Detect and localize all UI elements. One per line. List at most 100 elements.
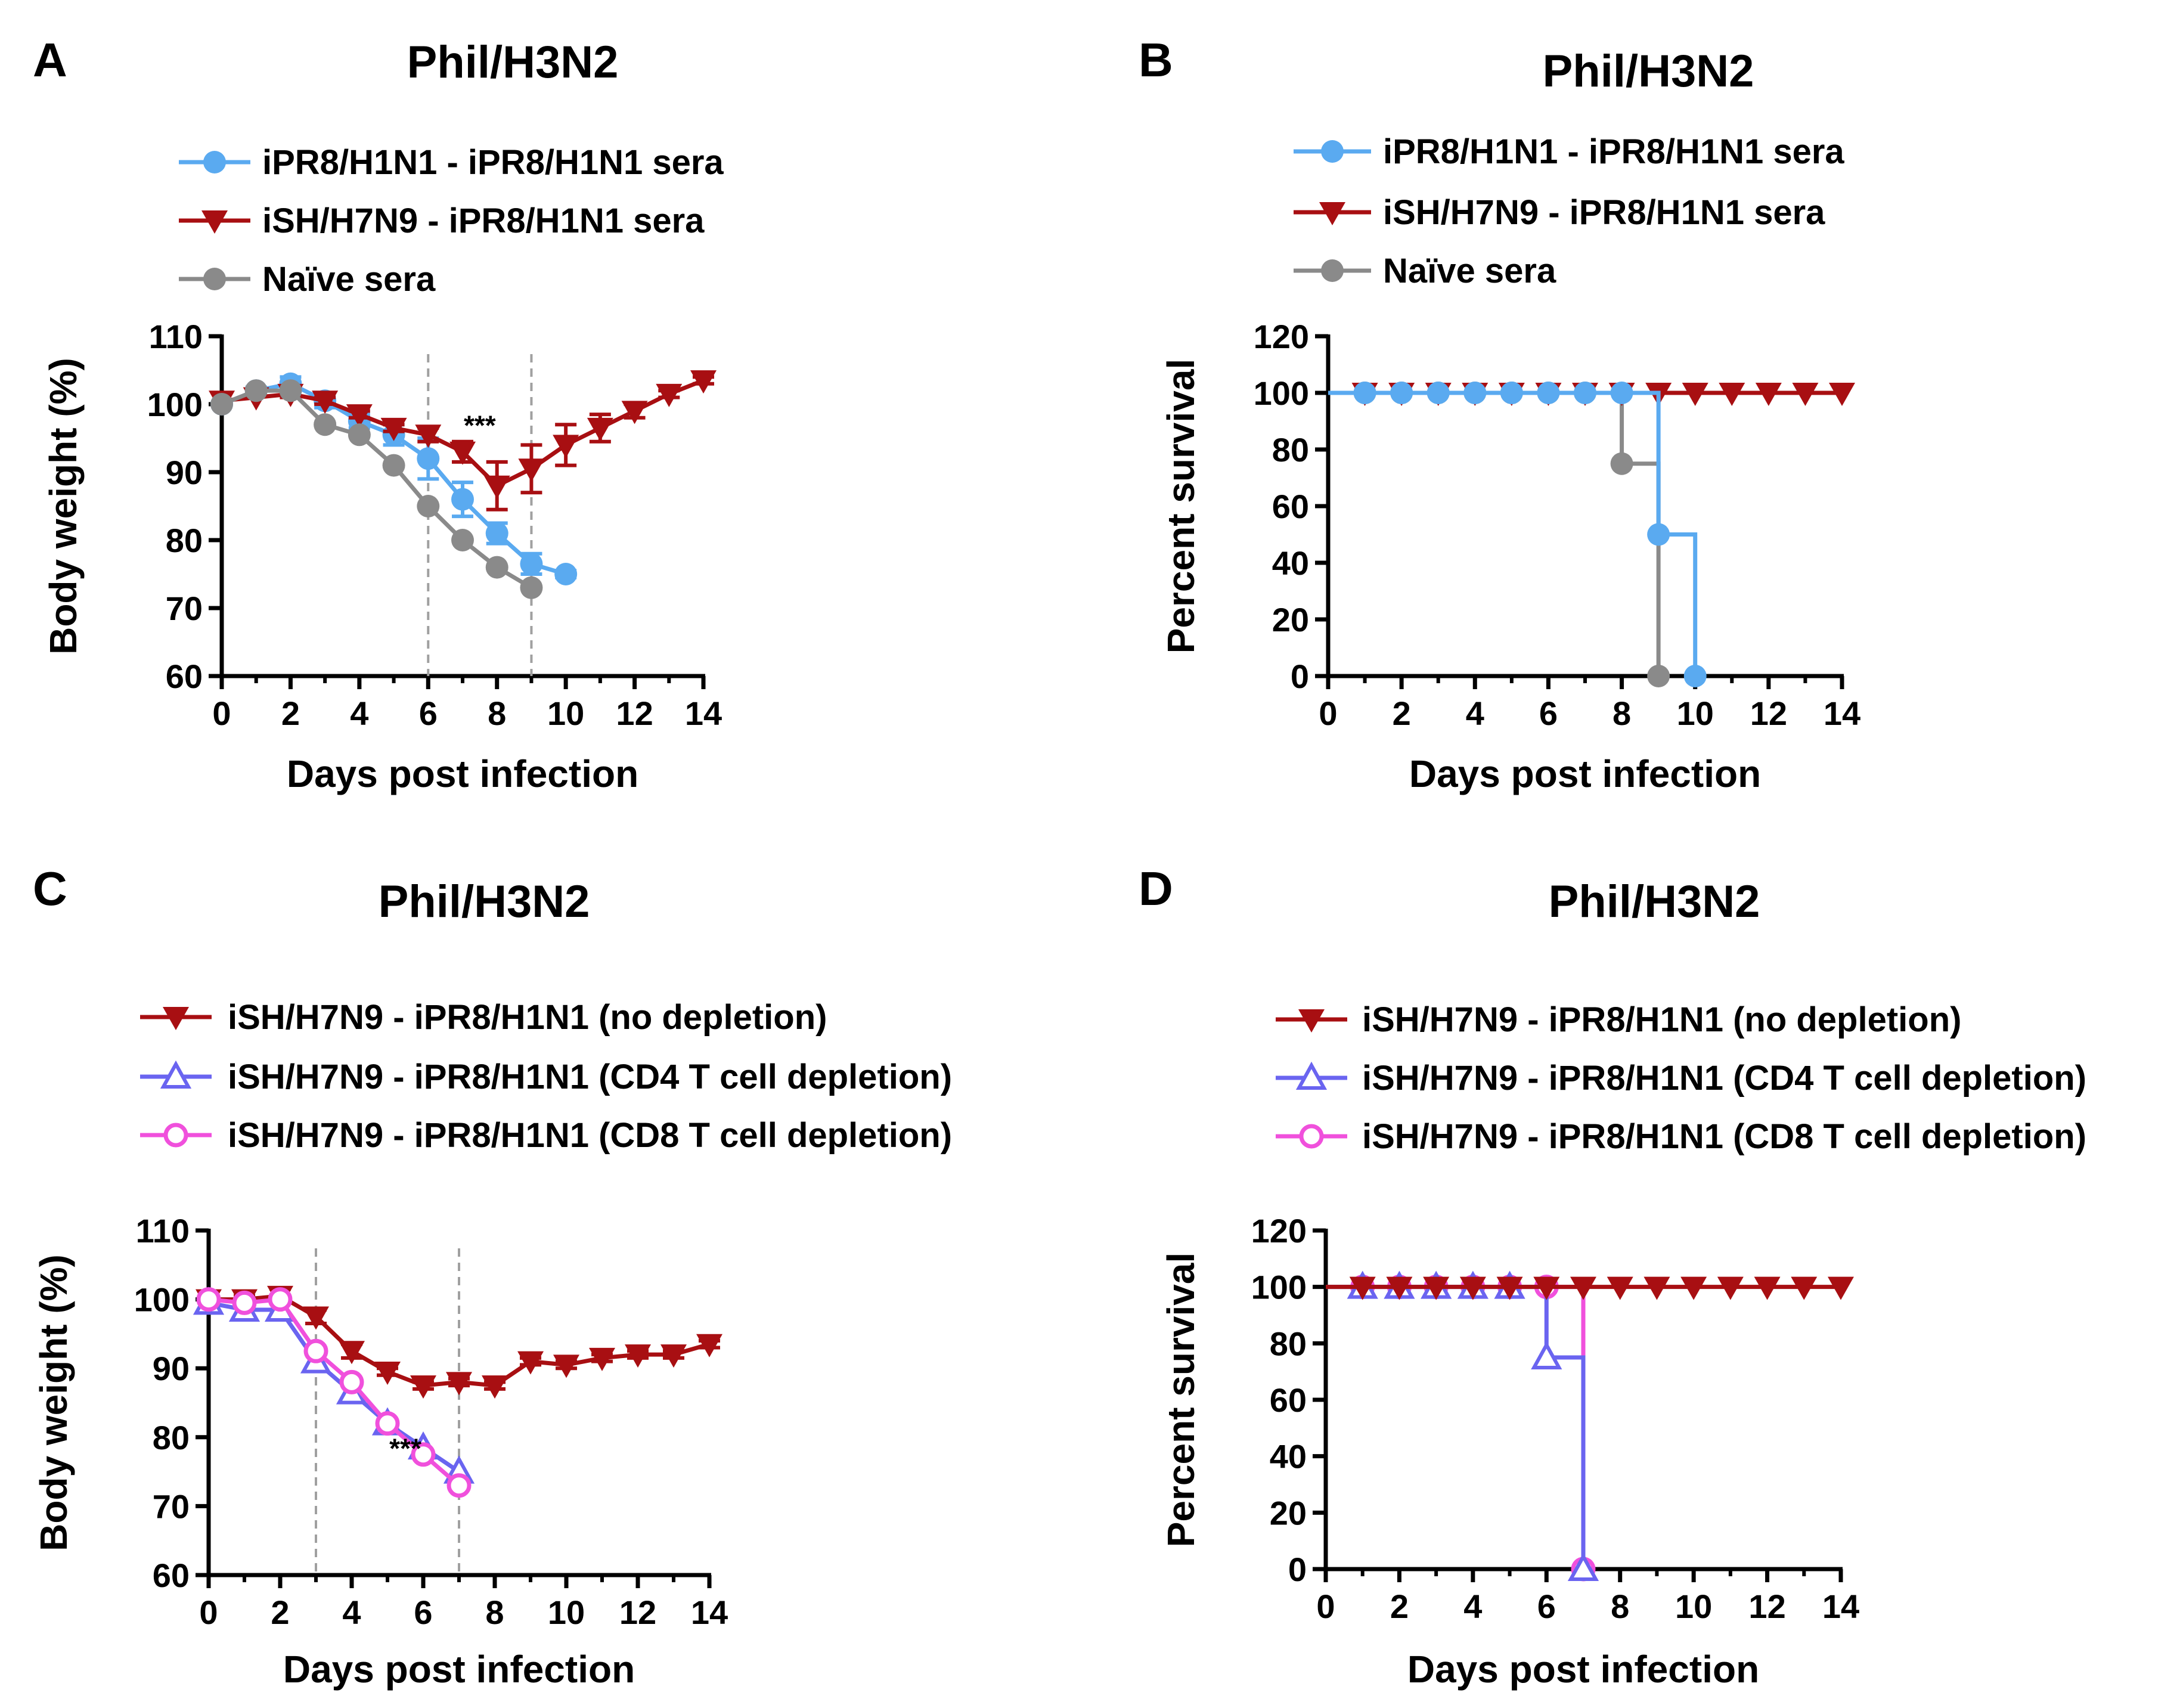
y-tick-label: 70 xyxy=(153,1487,190,1525)
panel-label: C xyxy=(33,862,67,915)
data-point xyxy=(1643,1276,1670,1300)
legend-entry: Naïve sera xyxy=(262,260,436,299)
data-point xyxy=(1390,382,1413,404)
x-tick-label: 0 xyxy=(199,1594,218,1631)
data-point xyxy=(1647,523,1670,546)
data-point xyxy=(1349,1276,1376,1300)
legend: iSH/H7N9 - iPR8/H1N1 (no depletion) iSH/H… xyxy=(140,998,952,1155)
legend-entry: iSH/H7N9 - iPR8/H1N1 (CD4 T cell depleti… xyxy=(228,1058,952,1096)
x-tick-label: 6 xyxy=(414,1594,432,1631)
x-tick-label: 14 xyxy=(1824,695,1860,732)
x-tick-label: 10 xyxy=(547,695,584,732)
data-point xyxy=(268,1287,293,1312)
data-point xyxy=(1533,1276,1560,1300)
y-axis-label: Body weight (%) xyxy=(42,358,85,655)
legend-marker xyxy=(1321,140,1344,163)
legend: iSH/H7N9 - iPR8/H1N1 (no depletion) iSH/H… xyxy=(1276,1000,2086,1156)
chart-title: Phil/H3N2 xyxy=(407,37,619,88)
data-point xyxy=(1531,1341,1562,1369)
data-point xyxy=(1647,665,1670,687)
legend-marker xyxy=(1321,259,1344,282)
data-point xyxy=(518,458,545,482)
chart-title: Phil/H3N2 xyxy=(1549,876,1760,927)
series-2 xyxy=(1326,1270,1599,1581)
data-point xyxy=(446,1473,472,1498)
axes: 60 70 80 90 100 110 0 2 4 6 8 10 12 14 Days post infec… xyxy=(32,1212,728,1691)
y-tick-label: 100 xyxy=(147,386,203,423)
x-tick-label: 10 xyxy=(1675,1588,1712,1625)
y-tick-label: 80 xyxy=(153,1419,190,1456)
data-point xyxy=(411,1442,436,1467)
data-point xyxy=(656,383,683,407)
data-point xyxy=(517,1351,544,1375)
y-tick-label: 40 xyxy=(1272,544,1309,582)
y-tick-label: 90 xyxy=(153,1350,190,1387)
x-tick-label: 0 xyxy=(212,695,231,732)
data-point xyxy=(339,1341,365,1365)
panel-label: D xyxy=(1139,862,1173,915)
data-point xyxy=(553,435,579,458)
y-tick-label: 120 xyxy=(1251,1212,1307,1250)
data-point xyxy=(1792,383,1819,406)
data-point xyxy=(520,576,543,599)
series-line xyxy=(1326,1285,1586,1569)
x-tick-label: 8 xyxy=(485,1594,504,1631)
legend: iPR8/H1N1 - iPR8/H1N1 sera iSH/H7N9 - iPR… xyxy=(1294,132,1844,290)
data-point xyxy=(1386,1276,1413,1300)
data-point xyxy=(374,1361,401,1385)
legend-marker xyxy=(203,151,226,173)
data-point xyxy=(382,454,405,477)
x-tick-label: 14 xyxy=(1822,1588,1859,1625)
series-3 xyxy=(1328,382,1670,687)
x-tick-label: 8 xyxy=(1611,1588,1629,1625)
legend-entry: iSH/H7N9 - iPR8/H1N1 (CD8 T cell depleti… xyxy=(228,1116,952,1155)
data-point xyxy=(1610,382,1633,404)
data-point xyxy=(1537,382,1560,404)
series-1 xyxy=(1326,1276,1854,1300)
legend-entry: iSH/H7N9 - iPR8/H1N1 sera xyxy=(262,202,705,240)
legend-marker xyxy=(201,210,228,234)
x-tick-label: 12 xyxy=(1750,695,1787,732)
data-point xyxy=(625,1344,651,1368)
data-point xyxy=(1423,1276,1450,1300)
data-point xyxy=(314,413,337,436)
x-tick-label: 10 xyxy=(548,1594,585,1631)
chart-panel-a: A Phil/H3N2 iPR8/H1N1 - iPR8/H1N1 sera iSH/… xyxy=(33,33,724,795)
significance-annotation: *** xyxy=(464,410,496,441)
series-1 xyxy=(210,372,578,585)
x-tick-label: 6 xyxy=(1537,1588,1556,1625)
x-axis-label: Days post infection xyxy=(1409,752,1761,795)
data-point xyxy=(485,556,508,579)
data-point xyxy=(303,1306,329,1330)
data-point xyxy=(196,1287,221,1312)
panel-label: A xyxy=(33,33,67,86)
legend-marker xyxy=(1295,1061,1328,1090)
data-point xyxy=(417,447,440,470)
y-axis-label: Percent survival xyxy=(1159,1253,1202,1548)
x-tick-label: 4 xyxy=(342,1594,361,1631)
y-tick-label: 0 xyxy=(1288,1551,1307,1588)
data-point xyxy=(348,423,371,447)
legend-marker xyxy=(203,268,226,290)
x-tick-label: 4 xyxy=(1466,695,1484,732)
data-point xyxy=(1500,382,1523,404)
axes: 0 20 40 60 80 100 120 0 2 4 6 8 10 12 14 Days post infe… xyxy=(1159,1212,1859,1691)
y-tick-label: 0 xyxy=(1291,658,1309,695)
data-point xyxy=(451,488,474,511)
series-line xyxy=(1328,390,1661,676)
data-point xyxy=(279,379,302,402)
x-tick-label: 2 xyxy=(1393,695,1411,732)
series-3 xyxy=(210,379,543,599)
data-point xyxy=(520,552,543,575)
series-1 xyxy=(1328,382,1707,687)
x-tick-label: 10 xyxy=(1677,695,1714,732)
chart-title: Phil/H3N2 xyxy=(1543,46,1754,97)
y-tick-label: 80 xyxy=(1270,1325,1307,1362)
x-axis-label: Days post infection xyxy=(1407,1648,1759,1691)
legend-entry: iPR8/H1N1 - iPR8/H1N1 sera xyxy=(1383,132,1844,171)
data-point xyxy=(589,1347,615,1371)
data-point xyxy=(553,1354,579,1378)
panel-label: B xyxy=(1139,33,1173,86)
significance-annotation: *** xyxy=(389,1433,421,1464)
data-point xyxy=(1353,382,1376,404)
